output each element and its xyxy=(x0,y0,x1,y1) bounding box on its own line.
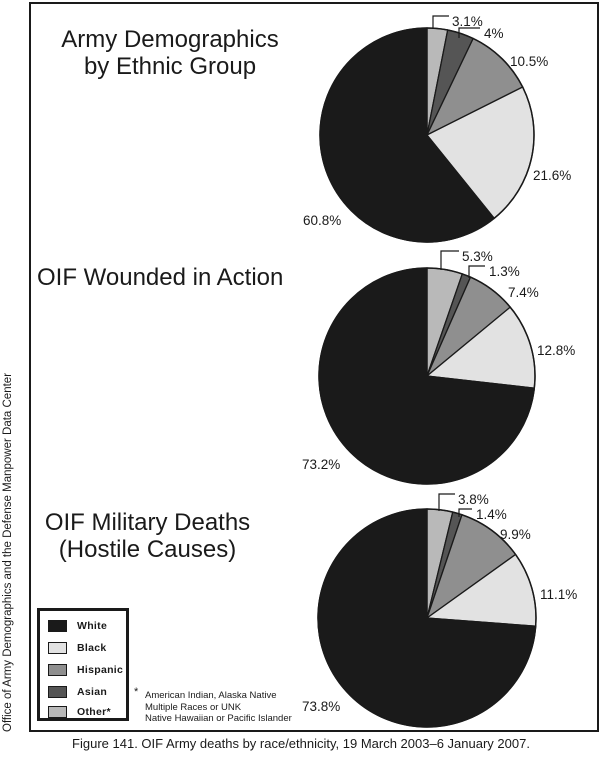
chart-title-army-demographics: Army Demographics by Ethnic Group xyxy=(30,26,310,80)
chart-title-line: (Hostile Causes) xyxy=(58,536,237,563)
leader-line xyxy=(440,250,459,270)
chart-title-deaths: OIF Military Deaths (Hostile Causes) xyxy=(30,509,265,563)
legend-label: Asian xyxy=(77,686,108,698)
legend-item-asian: Asian xyxy=(48,685,107,699)
footnote: * American Indian, Alaska Native Multipl… xyxy=(134,686,292,725)
footnote-line: Native Hawaiian or Pacific Islander xyxy=(145,713,292,724)
pie-chart-1: 3.1%4% 10.5% 21.6% 60.8% xyxy=(303,14,571,243)
pie-chart-2: 5.3%1.3% 7.4% 12.8% 73.2% xyxy=(302,249,575,485)
leader-line xyxy=(432,15,449,29)
leader-line xyxy=(458,508,472,517)
data-label-hispanic: 7.4% xyxy=(508,285,539,300)
data-label-white: 73.2% xyxy=(302,457,340,472)
pie-outline xyxy=(318,267,536,485)
legend-swatch-black xyxy=(48,642,67,654)
leader-line xyxy=(438,493,455,511)
data-label-other: 5.3% xyxy=(462,249,493,264)
legend-label: Other* xyxy=(77,706,111,718)
footnote-line: American Indian, Alaska Native xyxy=(145,690,277,701)
pie-outline xyxy=(319,27,535,243)
figure-caption: Figure 141. OIF Army deaths by race/ethn… xyxy=(72,736,530,751)
legend-item-other: Other* xyxy=(48,705,111,719)
chart-title-line: OIF Military Deaths xyxy=(44,509,251,536)
data-label-other: 3.8% xyxy=(458,492,489,507)
data-label-black: 21.6% xyxy=(533,168,571,183)
legend-swatch-asian xyxy=(48,686,67,698)
data-label-asian: 4% xyxy=(484,26,504,41)
data-label-black: 12.8% xyxy=(537,343,575,358)
leader-line xyxy=(468,265,485,278)
data-label-white: 73.8% xyxy=(302,699,340,714)
chart-title-line: Army Demographics xyxy=(61,26,279,53)
data-label-hispanic: 10.5% xyxy=(510,54,548,69)
legend-label: Black xyxy=(77,642,107,654)
legend-item-black: Black xyxy=(48,641,107,655)
data-label-white: 60.8% xyxy=(303,213,341,228)
data-label-asian: 1.3% xyxy=(489,264,520,279)
chart-title-wounded: OIF Wounded in Action xyxy=(37,264,317,291)
legend-swatch-hispanic xyxy=(48,664,67,676)
data-label-asian: 1.4% xyxy=(476,507,507,522)
legend-swatch-other xyxy=(48,706,67,718)
legend: White Black Hispanic Asian Other* xyxy=(37,608,129,721)
legend-label: White xyxy=(77,620,108,632)
footnote-line: Multiple Races or UNK xyxy=(145,701,242,713)
chart-title-line: by Ethnic Group xyxy=(83,53,257,80)
legend-item-white: White xyxy=(48,619,107,633)
pie-chart-3: 3.8%1.4% 9.9% 11.1% 73.8% xyxy=(302,492,577,728)
data-label-hispanic: 9.9% xyxy=(500,527,531,542)
chart-title-line: OIF Wounded in Action xyxy=(37,264,284,291)
figure-frame xyxy=(29,2,599,732)
data-label-other: 3.1% xyxy=(452,14,483,29)
pie-outline xyxy=(317,508,537,728)
data-label-black: 11.1% xyxy=(540,587,577,602)
footnote-marker: * xyxy=(134,686,139,698)
leader-line xyxy=(458,27,480,38)
legend-item-hispanic: Hispanic xyxy=(48,663,123,677)
legend-label: Hispanic xyxy=(77,664,124,676)
legend-swatch-white xyxy=(48,620,67,632)
